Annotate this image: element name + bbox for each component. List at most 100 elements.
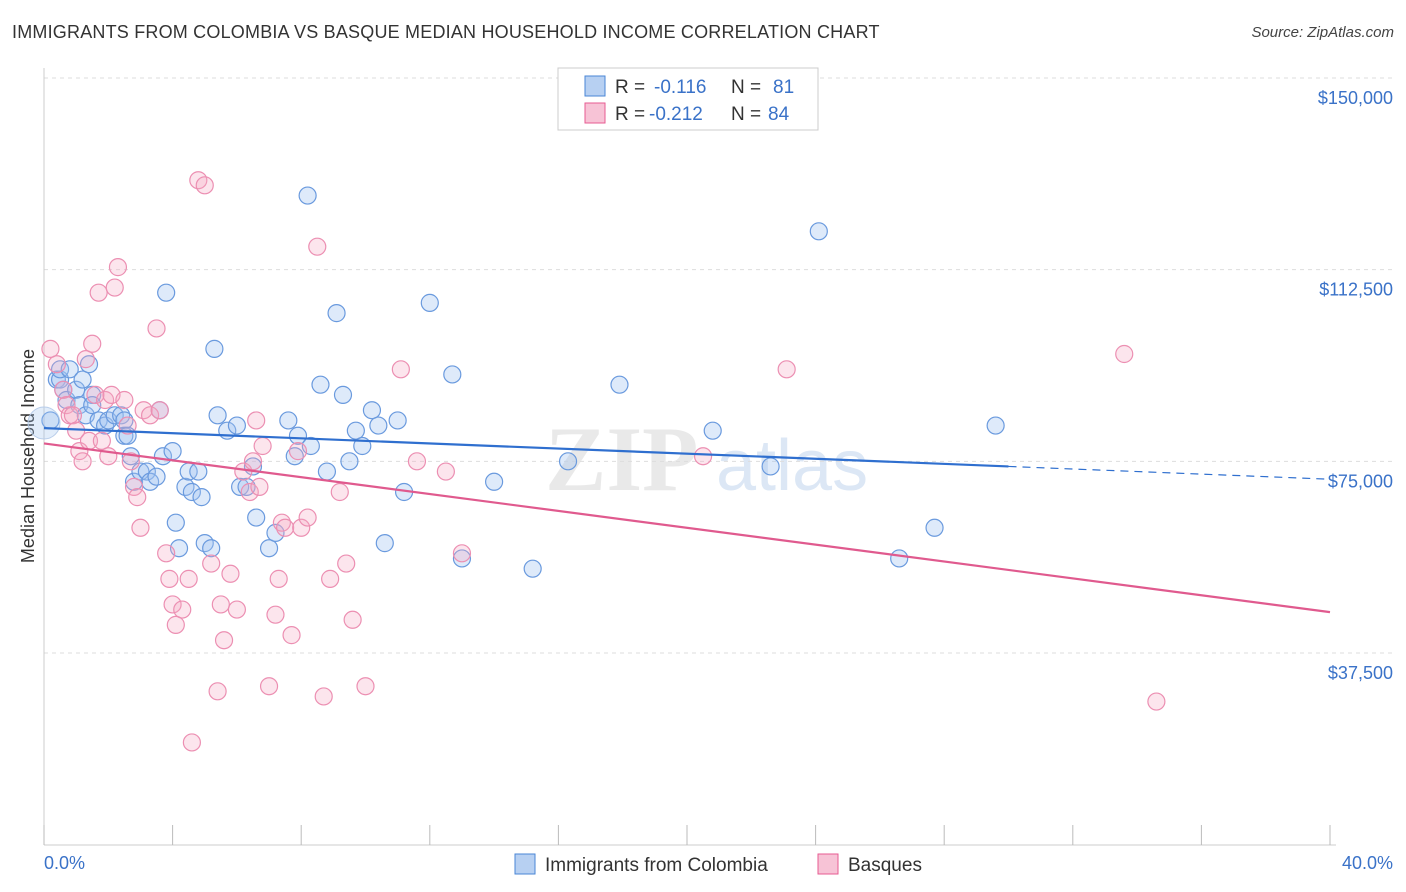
point-colombia	[205, 339, 224, 358]
point-colombia	[50, 360, 70, 379]
bottom-legend-label-colombia: Immigrants from Colombia	[545, 855, 768, 876]
point-basques	[124, 477, 144, 496]
point-basques	[47, 355, 66, 374]
point-basques	[240, 482, 259, 502]
point-colombia	[420, 293, 439, 312]
point-basques	[57, 396, 76, 415]
point-basques	[253, 436, 272, 456]
legend-n-value-1: 81	[773, 77, 794, 98]
point-basques	[86, 385, 105, 404]
point-basques	[777, 360, 796, 379]
point-basques	[221, 564, 240, 583]
trendline-colombia-extension	[1008, 465, 1331, 480]
point-colombia	[362, 401, 382, 420]
point-colombia	[166, 513, 185, 532]
y-tick-label: $112,500	[1319, 280, 1393, 300]
point-basques	[208, 682, 227, 701]
point-basques	[391, 360, 410, 379]
trendline-colombia	[43, 427, 1009, 468]
y-tick-label: $75,000	[1328, 471, 1393, 491]
point-colombia	[112, 406, 131, 425]
point-colombia	[346, 421, 365, 440]
point-colombia	[73, 370, 92, 389]
point-basques	[407, 452, 427, 471]
point-colombia	[388, 411, 407, 430]
point-basques	[343, 610, 362, 629]
point-colombia	[288, 426, 308, 445]
point-basques	[202, 554, 221, 573]
point-basques	[288, 442, 308, 461]
point-colombia	[298, 186, 317, 205]
point-colombia	[124, 472, 144, 491]
point-basques	[276, 518, 295, 537]
point-basques	[41, 339, 60, 358]
point-basques	[108, 258, 128, 277]
point-basques	[63, 406, 83, 425]
point-colombia	[157, 283, 176, 302]
point-basques	[298, 508, 317, 527]
legend-n-value-2: 84	[768, 104, 790, 125]
point-colombia-cluster	[27, 406, 61, 440]
legend-swatch-pink	[584, 102, 606, 124]
point-basques	[1115, 344, 1134, 364]
point-colombia	[317, 462, 337, 481]
point-basques	[292, 518, 311, 537]
point-basques	[250, 477, 269, 496]
point-basques	[330, 482, 349, 502]
point-colombia	[147, 467, 166, 486]
point-basques	[131, 518, 150, 537]
point-basques	[321, 569, 340, 588]
point-colombia	[189, 462, 208, 481]
point-colombia	[369, 416, 388, 435]
point-colombia	[79, 355, 99, 374]
point-basques	[314, 687, 333, 706]
point-basques	[163, 595, 182, 614]
point-colombia	[285, 447, 304, 466]
point-basques	[76, 350, 95, 369]
point-colombia	[137, 462, 156, 481]
point-colombia	[333, 385, 353, 404]
point-basques	[166, 615, 185, 634]
y-axis-label: Median Household Income	[18, 349, 38, 563]
point-basques	[92, 431, 111, 450]
point-basques	[214, 631, 234, 650]
point-colombia	[375, 534, 394, 553]
point-colombia	[192, 488, 211, 507]
point-basques	[121, 452, 140, 471]
point-colombia	[558, 452, 578, 471]
point-colombia	[202, 539, 221, 558]
point-basques	[227, 600, 246, 619]
series-basques-points	[41, 171, 1166, 752]
point-basques	[179, 569, 198, 588]
point-basques	[195, 176, 214, 195]
legend-r-value-2: -0.212	[649, 104, 703, 125]
y-tick-labels: $37,500 $75,000 $112,500 $150,000	[1318, 88, 1393, 683]
point-colombia	[311, 375, 330, 394]
point-basques	[173, 600, 192, 619]
point-colombia	[925, 518, 944, 537]
point-basques	[693, 447, 713, 466]
bottom-legend-swatch-blue	[514, 853, 536, 875]
point-colombia	[327, 304, 346, 323]
point-basques	[115, 390, 134, 410]
correlation-legend: R = -0.116 N = 81 R = -0.212 N = 84	[557, 67, 819, 131]
point-colombia	[115, 411, 134, 430]
point-basques	[1147, 692, 1166, 711]
point-colombia	[890, 549, 909, 568]
point-colombia	[340, 452, 359, 471]
point-basques	[243, 452, 263, 471]
series-colombia-points	[27, 186, 1005, 578]
point-colombia	[703, 421, 722, 440]
watermark-zip: ZIP	[545, 408, 698, 510]
point-colombia	[266, 523, 285, 542]
point-colombia	[163, 442, 182, 461]
point-basques	[308, 237, 327, 256]
x-ticks	[43, 825, 1331, 845]
bottom-legend-swatch-pink	[817, 853, 839, 875]
point-basques	[128, 488, 147, 507]
bottom-legend-label-basques: Basques	[848, 855, 922, 876]
point-basques	[157, 544, 176, 563]
point-basques	[105, 278, 124, 297]
chart-title: IMMIGRANTS FROM COLOMBIA VS BASQUE MEDIA…	[12, 22, 880, 42]
point-basques	[147, 319, 166, 338]
